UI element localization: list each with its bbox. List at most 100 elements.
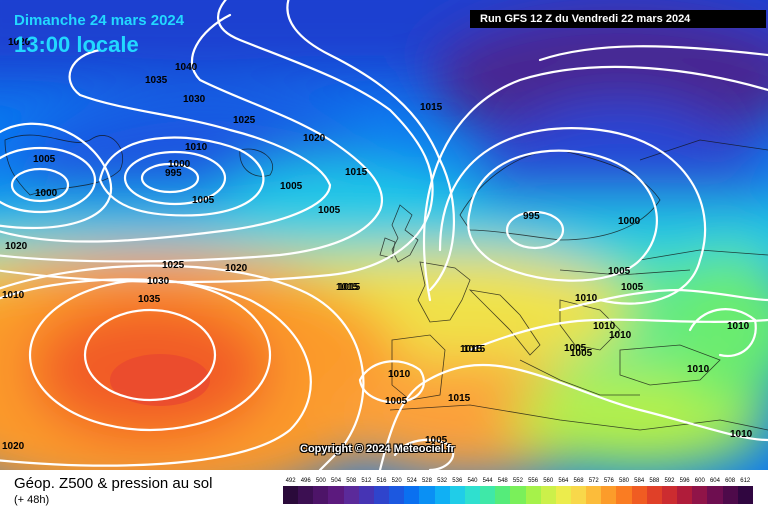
isobar-label: 1020 xyxy=(8,37,31,48)
isobar-label: 1005 xyxy=(621,282,644,293)
scale-tick-label: 496 xyxy=(300,478,311,484)
scale-tick-label: 560 xyxy=(543,478,554,484)
isobar-label: 1015 xyxy=(345,167,368,178)
scale-tick-label: 556 xyxy=(528,478,539,484)
scale-swatch xyxy=(661,486,678,504)
isobar-label: 995 xyxy=(523,211,540,222)
scale-swatch xyxy=(722,486,738,504)
isobar-label: 1015 xyxy=(463,344,486,355)
isobar-label: 995 xyxy=(165,168,182,179)
scale-tick-label: 512 xyxy=(361,478,372,484)
scale-tick-label: 516 xyxy=(376,478,387,484)
scale-swatch xyxy=(298,486,314,504)
isobar-label: 1040 xyxy=(175,62,198,73)
scale-swatch xyxy=(419,486,435,504)
scale-swatch xyxy=(737,486,753,504)
isobar-label: 1015 xyxy=(420,102,443,113)
scale-tick-label: 588 xyxy=(649,478,660,484)
isobar-label: 1000 xyxy=(168,159,191,170)
scale-swatch xyxy=(601,486,617,504)
scale-tick-label: 508 xyxy=(346,478,357,484)
scale-tick-label: 528 xyxy=(421,478,432,484)
isobar-label: 1015 xyxy=(448,393,471,404)
isobar-label: 1005 xyxy=(564,343,587,354)
scale-tick-label: 564 xyxy=(558,478,569,484)
isobar-label: 1030 xyxy=(183,94,206,105)
isobar-label: 1035 xyxy=(138,294,161,305)
scale-swatch xyxy=(343,486,359,504)
scale-swatch xyxy=(449,486,465,504)
scale-swatch xyxy=(616,486,632,504)
scale-tick-label: 524 xyxy=(406,478,417,484)
scale-tick-label: 540 xyxy=(467,478,478,484)
isobar-label: 1010 xyxy=(687,364,710,375)
scale-tick-label: 532 xyxy=(437,478,448,484)
scale-swatch xyxy=(495,486,511,504)
scale-swatch xyxy=(525,486,541,504)
scale-tick-label: 600 xyxy=(694,478,705,484)
scale-tick-label: 500 xyxy=(315,478,326,484)
isobar-label: 1015 xyxy=(336,282,359,293)
isobar-labels: 1040 1035 1030 1025 1020 1010 1000 995 1… xyxy=(2,37,753,452)
scale-swatch xyxy=(283,486,299,504)
scale-swatch xyxy=(570,486,587,504)
scale-swatch xyxy=(464,486,481,504)
legend-title: Géop. Z500 & pression au sol xyxy=(14,475,213,492)
isobar-label: 1010 xyxy=(593,321,616,332)
scale-tick-label: 576 xyxy=(603,478,614,484)
scale-tick-label: 572 xyxy=(588,478,599,484)
isobar-label: 1005 xyxy=(318,205,341,216)
scale-tick-label: 584 xyxy=(634,478,645,484)
scale-swatch xyxy=(434,486,450,504)
scale-tick-label: 612 xyxy=(740,478,751,484)
scale-swatch xyxy=(404,486,420,504)
isobar-label: 1020 xyxy=(2,441,25,452)
scale-tick-label: 552 xyxy=(512,478,523,484)
scale-tick-label: 504 xyxy=(331,478,342,484)
scale-swatch xyxy=(631,486,647,504)
isobar-label: 1010 xyxy=(185,142,208,153)
scale-tick-label: 536 xyxy=(452,478,463,484)
isobar-label: 1010 xyxy=(575,293,598,304)
scale-tick-label: 604 xyxy=(709,478,720,484)
isobar-label: 1020 xyxy=(5,241,28,252)
scale-tick-label: 608 xyxy=(725,478,736,484)
isobar-lines xyxy=(0,0,768,470)
color-scale-labels: 492 496 500 504 508 512 516 520 524 528 532 536 540 5… xyxy=(283,478,753,484)
isobar-label: 1010 xyxy=(2,290,25,301)
scale-tick-label: 568 xyxy=(573,478,584,484)
isobar-label: 1005 xyxy=(385,396,408,407)
scale-tick-label: 592 xyxy=(664,478,675,484)
model-run-label: Run GFS 12 Z du Vendredi 22 mars 2024 xyxy=(470,10,766,28)
isobar-label: 1010 xyxy=(727,321,750,332)
isobar-label: 1030 xyxy=(147,276,170,287)
scale-swatch xyxy=(313,486,329,504)
scale-tick-label: 548 xyxy=(497,478,508,484)
scale-tick-label: 520 xyxy=(391,478,402,484)
isobar-label: 1005 xyxy=(608,266,631,277)
isobar-label: 1005 xyxy=(280,181,303,192)
scale-tick-label: 580 xyxy=(619,478,630,484)
isobar-label: 1025 xyxy=(233,115,256,126)
forecast-lead-time: (+ 48h) xyxy=(14,494,50,506)
isobar-label: 1010 xyxy=(609,330,632,341)
scale-swatch xyxy=(510,486,526,504)
isobar-label: 1005 xyxy=(33,154,56,165)
isobar-label: 1010 xyxy=(730,429,753,440)
isobar-label: 1005 xyxy=(192,195,215,206)
isobar-label: 1000 xyxy=(35,188,58,199)
legend-footer: Géop. Z500 & pression au sol (+ 48h) 492… xyxy=(0,470,768,512)
isobar-label: 1005 xyxy=(570,348,593,359)
scale-tick-label: 492 xyxy=(285,478,296,484)
scale-swatch xyxy=(373,486,390,504)
isobar-label: 1015 xyxy=(338,282,361,293)
scale-swatch xyxy=(586,486,602,504)
scale-swatch xyxy=(692,486,708,504)
scale-swatch xyxy=(328,486,344,504)
forecast-time: 13:00 locale xyxy=(14,32,139,57)
color-scale-bar xyxy=(283,486,753,504)
isobar-label: 1005 xyxy=(425,435,448,446)
isobar-label: 1000 xyxy=(618,216,641,227)
scale-swatch xyxy=(707,486,723,504)
